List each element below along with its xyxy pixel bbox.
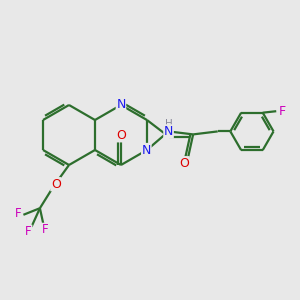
Text: F: F (279, 105, 286, 118)
Text: F: F (42, 223, 49, 236)
Text: N: N (142, 143, 151, 157)
Text: N: N (116, 98, 126, 111)
Text: F: F (15, 207, 22, 220)
Text: F: F (25, 225, 32, 238)
Text: H: H (165, 119, 173, 130)
Text: O: O (116, 129, 126, 142)
Text: N: N (164, 125, 173, 138)
Text: O: O (179, 157, 189, 170)
Text: O: O (51, 178, 61, 191)
